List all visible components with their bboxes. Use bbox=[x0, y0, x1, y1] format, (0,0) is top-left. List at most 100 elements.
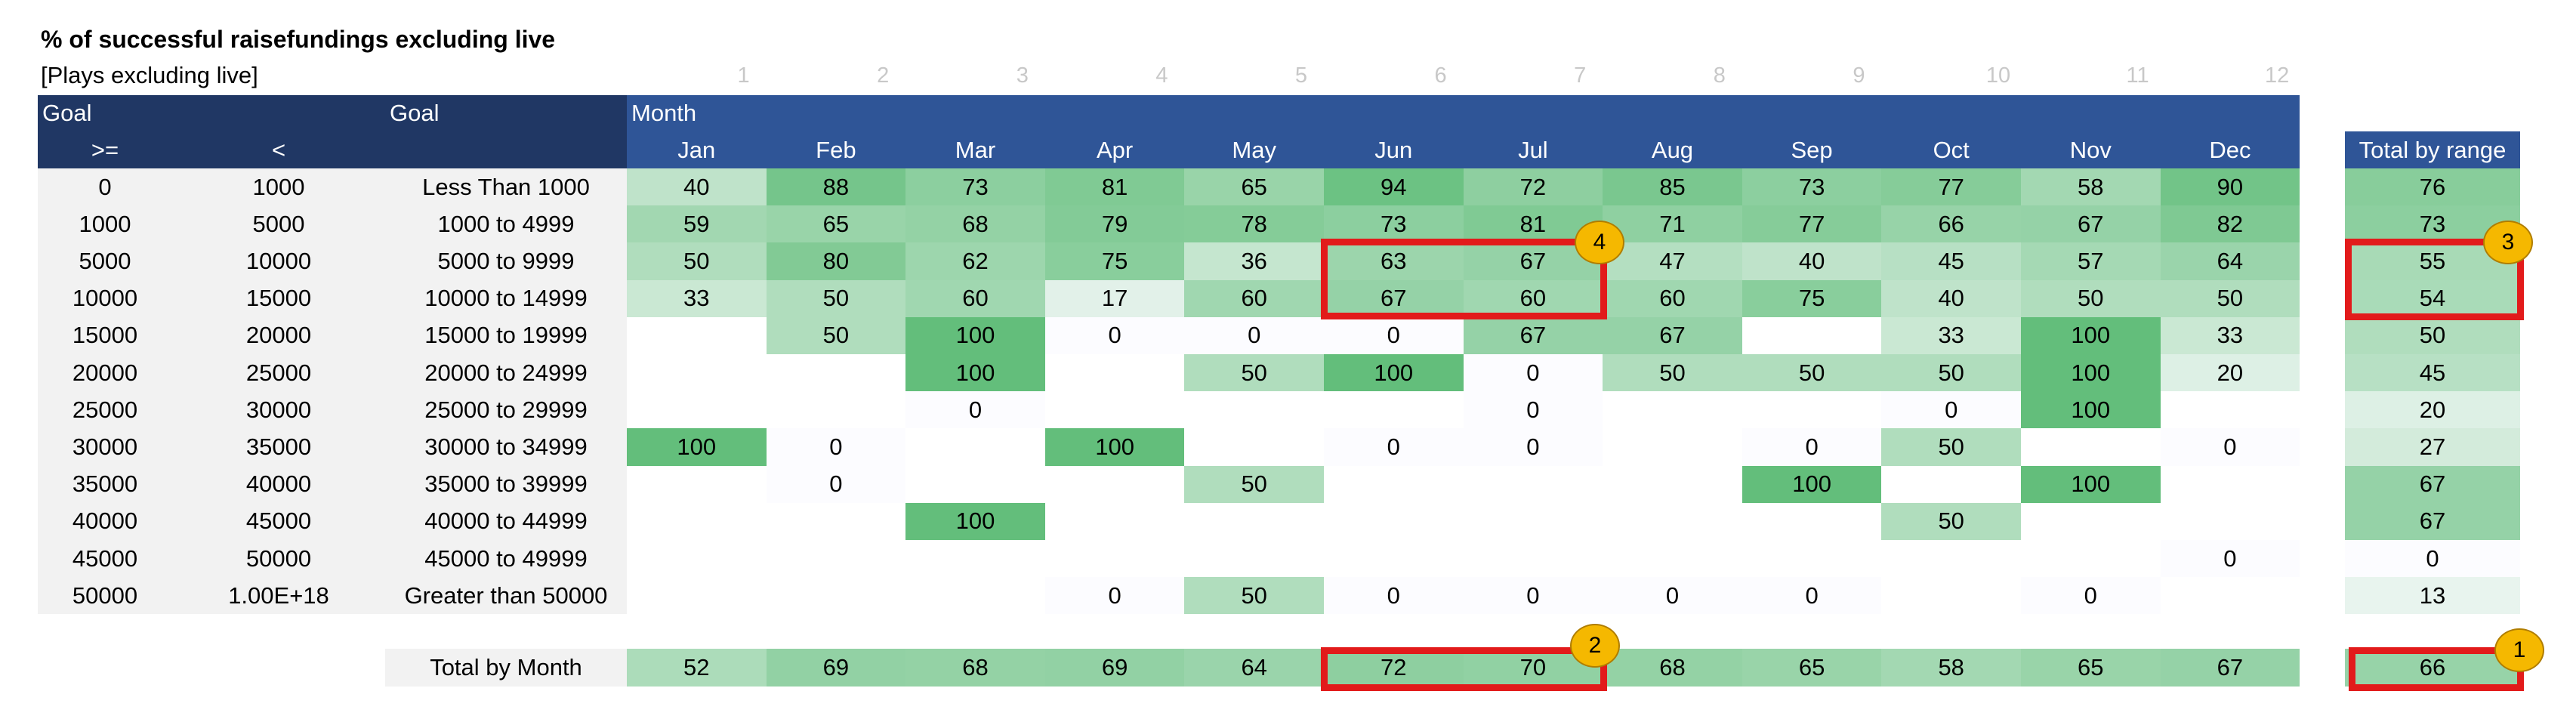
value-cell[interactable] bbox=[2161, 577, 2300, 614]
goal-gte-cell[interactable]: 45000 bbox=[38, 540, 172, 578]
value-cell[interactable]: 36 bbox=[1184, 242, 1324, 280]
value-cell[interactable]: 75 bbox=[1044, 242, 1185, 280]
value-cell[interactable]: 100 bbox=[905, 316, 1045, 354]
value-cell[interactable]: 0 bbox=[1463, 577, 1603, 615]
goal-lt-cell[interactable]: 15000 bbox=[172, 279, 385, 317]
value-cell[interactable]: 50 bbox=[2160, 279, 2300, 317]
total-by-range-cell[interactable]: 0 bbox=[2345, 540, 2520, 578]
value-cell[interactable]: 0 bbox=[1044, 316, 1185, 354]
value-cell[interactable] bbox=[905, 466, 1045, 503]
value-cell[interactable] bbox=[1045, 391, 1185, 428]
month-column-header[interactable]: Jul bbox=[1463, 131, 1603, 168]
value-cell[interactable]: 0 bbox=[1463, 391, 1603, 429]
value-cell[interactable]: 80 bbox=[766, 242, 906, 280]
value-cell[interactable]: 85 bbox=[1603, 168, 1742, 206]
value-cell[interactable]: 0 bbox=[2160, 540, 2300, 578]
value-cell[interactable]: 68 bbox=[905, 205, 1045, 243]
value-cell[interactable]: 33 bbox=[1881, 316, 2021, 354]
month-column-header[interactable]: Apr bbox=[1044, 131, 1185, 168]
total-by-month-cell[interactable]: 69 bbox=[766, 649, 906, 687]
value-cell[interactable]: 0 bbox=[1463, 354, 1603, 392]
total-by-range-cell[interactable]: 54 bbox=[2345, 279, 2520, 317]
value-cell[interactable]: 40 bbox=[1881, 279, 2021, 317]
value-cell[interactable] bbox=[627, 503, 767, 540]
value-cell[interactable]: 71 bbox=[1603, 205, 1742, 243]
value-cell[interactable]: 67 bbox=[2021, 205, 2161, 243]
value-cell[interactable]: 0 bbox=[1184, 316, 1324, 354]
total-by-range-cell[interactable]: 13 bbox=[2345, 577, 2520, 615]
value-cell[interactable]: 0 bbox=[766, 428, 906, 466]
value-cell[interactable]: 59 bbox=[627, 205, 767, 243]
value-cell[interactable]: 47 bbox=[1603, 242, 1742, 280]
value-cell[interactable]: 65 bbox=[766, 205, 906, 243]
value-cell[interactable] bbox=[1045, 354, 1185, 391]
value-cell[interactable] bbox=[1184, 391, 1324, 428]
value-cell[interactable]: 100 bbox=[1044, 428, 1185, 466]
value-cell[interactable]: 0 bbox=[1603, 577, 1742, 615]
value-cell[interactable] bbox=[1881, 540, 2021, 577]
value-cell[interactable]: 17 bbox=[1044, 279, 1185, 317]
total-by-range-cell[interactable]: 67 bbox=[2345, 465, 2520, 503]
value-cell[interactable] bbox=[1603, 391, 1742, 428]
value-cell[interactable] bbox=[1184, 503, 1324, 540]
goal-gte-cell[interactable]: 10000 bbox=[38, 279, 172, 317]
value-cell[interactable]: 50 bbox=[766, 279, 906, 317]
value-cell[interactable]: 81 bbox=[1044, 168, 1185, 206]
value-cell[interactable]: 100 bbox=[2021, 391, 2161, 429]
goal-gte-cell[interactable]: 50000 bbox=[38, 577, 172, 615]
value-cell[interactable]: 0 bbox=[766, 465, 906, 503]
value-cell[interactable] bbox=[1464, 540, 1603, 577]
total-by-range-cell[interactable]: 50 bbox=[2345, 316, 2520, 354]
value-cell[interactable] bbox=[627, 391, 767, 428]
value-cell[interactable] bbox=[1742, 540, 1882, 577]
value-cell[interactable] bbox=[627, 540, 767, 577]
goal-range-label[interactable]: 25000 to 29999 bbox=[385, 391, 627, 429]
value-cell[interactable]: 0 bbox=[2160, 428, 2300, 466]
value-cell[interactable]: 50 bbox=[1184, 465, 1324, 503]
value-cell[interactable] bbox=[905, 540, 1045, 577]
value-cell[interactable]: 0 bbox=[1324, 577, 1464, 615]
value-cell[interactable] bbox=[1603, 540, 1742, 577]
value-cell[interactable] bbox=[2021, 503, 2161, 540]
value-cell[interactable]: 62 bbox=[905, 242, 1045, 280]
value-cell[interactable]: 82 bbox=[2160, 205, 2300, 243]
value-cell[interactable] bbox=[1742, 391, 1882, 428]
value-cell[interactable] bbox=[1184, 540, 1324, 577]
value-cell[interactable]: 88 bbox=[766, 168, 906, 206]
goal-range-label[interactable]: 40000 to 44999 bbox=[385, 502, 627, 540]
value-cell[interactable]: 100 bbox=[2021, 465, 2161, 503]
value-cell[interactable]: 57 bbox=[2021, 242, 2161, 280]
value-cell[interactable]: 100 bbox=[1741, 465, 1882, 503]
value-cell[interactable]: 0 bbox=[1044, 577, 1185, 615]
goal-lt-cell[interactable]: 1000 bbox=[172, 168, 385, 206]
value-cell[interactable] bbox=[1742, 317, 1882, 354]
value-cell[interactable]: 72 bbox=[1463, 168, 1603, 206]
value-cell[interactable] bbox=[1464, 466, 1603, 503]
grand-total-cell[interactable]: 66 bbox=[2345, 649, 2520, 687]
goal-lt-cell[interactable]: 30000 bbox=[172, 391, 385, 429]
total-by-month-cell[interactable]: 65 bbox=[2021, 649, 2161, 687]
value-cell[interactable]: 73 bbox=[1741, 168, 1882, 206]
value-cell[interactable]: 100 bbox=[2021, 316, 2161, 354]
value-cell[interactable] bbox=[1603, 428, 1742, 465]
value-cell[interactable] bbox=[1324, 466, 1464, 503]
value-cell[interactable] bbox=[1184, 428, 1324, 465]
value-cell[interactable]: 64 bbox=[2160, 242, 2300, 280]
value-cell[interactable] bbox=[1603, 503, 1742, 540]
total-by-month-cell[interactable]: 68 bbox=[905, 649, 1045, 687]
value-cell[interactable]: 67 bbox=[1603, 316, 1742, 354]
total-by-month-cell[interactable]: 64 bbox=[1184, 649, 1324, 687]
goal-range-label[interactable]: 15000 to 19999 bbox=[385, 316, 627, 354]
value-cell[interactable]: 20 bbox=[2160, 354, 2300, 392]
goal-gte-cell[interactable]: 35000 bbox=[38, 465, 172, 503]
value-cell[interactable] bbox=[1603, 466, 1742, 503]
value-cell[interactable]: 50 bbox=[627, 242, 767, 280]
value-cell[interactable] bbox=[627, 317, 767, 354]
month-column-header[interactable]: Feb bbox=[766, 131, 906, 168]
goal-range-label[interactable]: 5000 to 9999 bbox=[385, 242, 627, 280]
value-cell[interactable]: 50 bbox=[766, 316, 906, 354]
value-cell[interactable]: 0 bbox=[1741, 428, 1882, 466]
value-cell[interactable] bbox=[2161, 503, 2300, 540]
value-cell[interactable] bbox=[1324, 540, 1464, 577]
value-cell[interactable]: 100 bbox=[905, 354, 1045, 392]
